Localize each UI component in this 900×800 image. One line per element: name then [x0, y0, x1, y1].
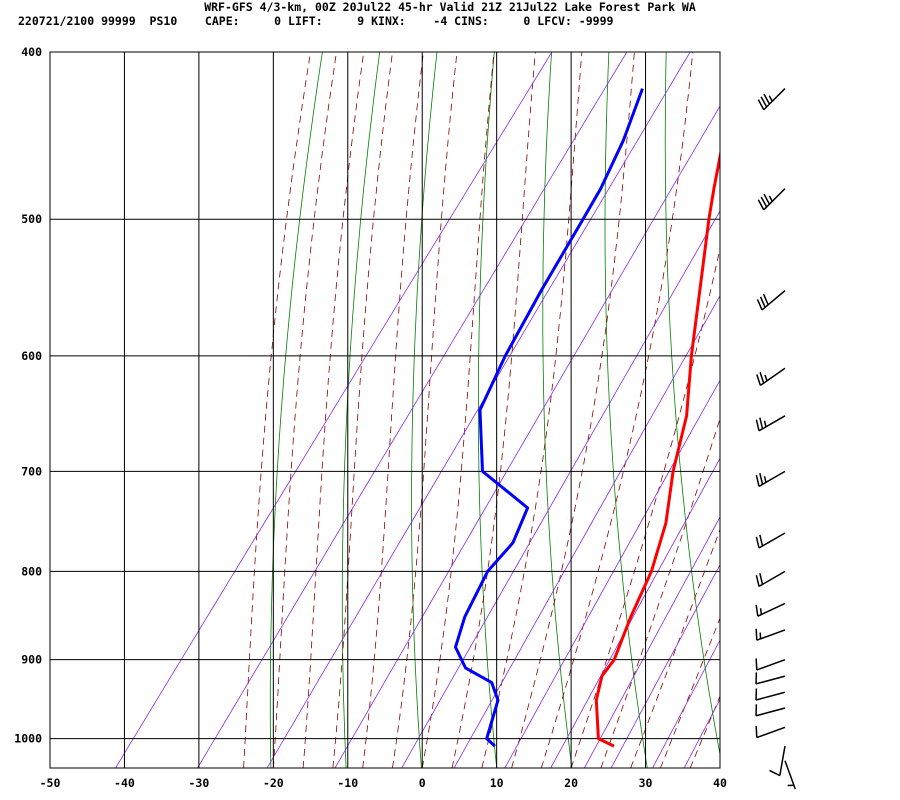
- x-tick-label: -30: [188, 776, 209, 790]
- dry-adiabat: [604, 52, 648, 768]
- x-tick-label: -20: [263, 776, 284, 790]
- y-tick-label: 500: [21, 212, 42, 226]
- wind-barb: [755, 672, 786, 685]
- wind-barb: [755, 415, 786, 432]
- moist-adiabat: [481, 52, 583, 768]
- moist-adiabat: [302, 52, 365, 768]
- y-tick-label: 700: [21, 464, 42, 478]
- mixing-ratio-line: [115, 52, 553, 768]
- dry-adiabat: [664, 52, 720, 757]
- x-tick-label: -40: [114, 776, 135, 790]
- x-tick-label: 0: [419, 776, 426, 790]
- mixing-ratio-line: [334, 105, 720, 768]
- wind-barb: [755, 688, 786, 701]
- plot-frame: [49, 51, 721, 769]
- y-tick-label: 1000: [14, 732, 42, 746]
- wind-barbs: [755, 88, 796, 790]
- moist-adiabat: [630, 528, 720, 768]
- moist-adiabat: [511, 52, 635, 768]
- moist-adiabat: [332, 52, 393, 768]
- x-tick-label: 40: [713, 776, 727, 790]
- x-tick-label: 10: [490, 776, 504, 790]
- dry-adiabat: [269, 52, 323, 768]
- x-tick-label: 20: [564, 776, 578, 790]
- profiles: [454, 88, 720, 748]
- mixing-ratio-line: [266, 52, 691, 768]
- mixing-ratio-line: [652, 639, 720, 768]
- mixing-ratio-line: [453, 295, 720, 768]
- chart-title: WRF-GFS 4/3-km, 00Z 20Jul22 45-hr Valid …: [204, 0, 696, 14]
- wind-barb: [755, 532, 786, 549]
- moist-adiabat: [451, 52, 536, 768]
- dry-adiabat: [780, 14, 873, 768]
- wind-barb: [755, 628, 786, 641]
- wind-barb: [755, 470, 786, 487]
- moist-adiabat: [272, 52, 337, 768]
- dry-adiabat: [542, 52, 573, 768]
- mixing-ratio-line: [610, 564, 720, 768]
- moist-adiabat: [392, 52, 458, 768]
- wind-barb: [757, 188, 786, 211]
- mixing-ratio-line: [401, 210, 720, 768]
- y-tick-label: 600: [21, 349, 42, 363]
- moist-adiabat: [719, 766, 720, 768]
- axis-tick-labels: -50 -40 -30 -20 -10 0 10 20 30 40 400 500 600 700 800 9…: [14, 45, 727, 790]
- x-tick-label: 30: [639, 776, 653, 790]
- wind-barb: [755, 704, 786, 717]
- y-tick-label: 800: [21, 564, 42, 578]
- x-tick-label: -10: [337, 776, 358, 790]
- wind-barb: [756, 367, 786, 387]
- mixing-ratio-line: [683, 698, 720, 768]
- wind-barb: [784, 760, 796, 790]
- moist-adiabat: [243, 52, 312, 768]
- moist-adiabat: [689, 695, 720, 768]
- mixing-ratio-line: [584, 516, 720, 768]
- moist-adiabat: [540, 52, 694, 768]
- wind-barb: [757, 88, 786, 111]
- y-tick-label: 400: [21, 45, 42, 59]
- dry-adiabat: [837, 14, 900, 768]
- mixing-ratio-line: [550, 457, 720, 768]
- wind-barb: [755, 570, 786, 588]
- chart-subtitle-indices: 220721/2100 99999 PS10 CAPE: 0 LIFT: 9 K…: [18, 14, 614, 28]
- y-tick-label: 900: [21, 653, 42, 667]
- x-tick-label: -50: [40, 776, 61, 790]
- background-lines: [115, 14, 900, 768]
- dry-adiabat: [724, 14, 798, 768]
- dry-adiabat: [477, 52, 498, 768]
- moist-adiabat: [660, 617, 720, 768]
- moist-adiabat: [600, 417, 720, 768]
- moist-adiabat: [362, 52, 424, 768]
- mixing-ratio-line: [197, 52, 628, 768]
- dry-adiabat: [411, 52, 438, 768]
- wind-barb: [755, 726, 786, 739]
- wind-barb: [755, 658, 786, 671]
- moist-adiabat: [421, 52, 495, 768]
- wind-barb: [769, 745, 786, 777]
- dry-adiabat: [893, 14, 900, 768]
- dry-adiabat: [341, 52, 381, 768]
- grid: [50, 52, 720, 768]
- temperature-profile-line: [594, 148, 720, 748]
- mixing-ratio-line: [504, 379, 720, 768]
- wind-barb: [756, 290, 786, 311]
- wind-barb: [755, 602, 786, 617]
- dewpoint-profile-line: [454, 88, 644, 748]
